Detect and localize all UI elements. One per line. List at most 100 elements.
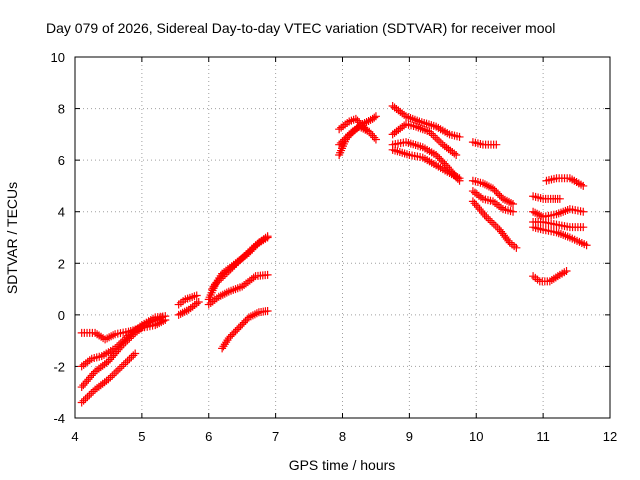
data-point [356,120,365,129]
data-point [204,300,213,309]
data-point [545,277,554,286]
data-point [250,310,259,319]
data-point [371,112,380,121]
data-point [429,131,438,140]
data-point [340,135,349,144]
data-point [125,334,134,343]
axis-ticks: 4 5 6 7 8 9 10 11 12 -4 -2 0 2 4 6 8 10 [51,50,618,444]
data-point [488,184,497,193]
data-point [83,357,92,366]
y-axis-label: SDTVAR / TECUs [4,182,20,294]
y-tick-label: 8 [58,102,65,117]
data-series-arc17 [388,145,464,183]
data-point [252,309,261,318]
data-point [102,358,111,367]
data-point [241,316,250,325]
data-point [116,343,125,352]
data-point [86,373,95,382]
data-point [362,117,371,126]
data-point [174,310,183,319]
data-series-arc27 [542,174,588,190]
data-point [432,150,441,159]
data-point [114,345,123,354]
data-point [579,207,588,216]
data-point [579,181,588,190]
data-point [106,355,115,364]
data-series-arc24 [529,218,588,232]
data-point [531,208,540,217]
data-point [499,194,507,203]
data-point [109,331,118,340]
data-point [182,306,191,315]
x-tick-label: 5 [138,429,145,444]
y-tick-label: 0 [58,308,65,323]
y-tick-label: 6 [58,153,65,168]
data-series-arc15 [388,120,461,159]
data-point [493,189,502,198]
x-tick-label: 4 [71,429,78,444]
data-point [117,341,126,350]
x-axis-label: GPS time / hours [289,457,396,473]
data-point [492,200,501,209]
data-point [480,210,489,219]
data-point [360,123,369,132]
data-point [547,276,556,285]
data-point [210,295,219,304]
data-point [102,376,111,385]
data-point [216,291,225,300]
data-point [219,342,228,351]
data-point [123,356,132,365]
x-tick-label: 7 [272,429,279,444]
data-point [105,333,114,342]
data-point [244,248,253,257]
data-point [87,371,96,380]
data-point [119,360,128,369]
data-point [236,322,245,331]
data-point [117,362,126,371]
data-point [115,364,124,373]
data-series-arc25 [529,223,591,250]
data-point [501,195,510,204]
data-point [222,338,231,347]
data-series-arc10 [218,306,272,353]
data-point [549,274,558,283]
grid [75,57,610,418]
data-point [478,209,487,218]
data-point [263,306,272,315]
data-point [157,313,166,322]
data-point [442,161,451,170]
data-point [101,335,110,344]
data-series-arc19 [468,176,518,208]
data-point [486,216,495,225]
data-point [431,133,440,142]
data-point [509,199,518,208]
chart-title: Day 079 of 2026, Sidereal Day-to-day VTE… [46,20,555,36]
data-series-arc23 [529,205,588,221]
data-point [445,169,454,178]
data-point [97,332,106,341]
data-point [184,305,193,314]
data-point [484,214,493,223]
data-point [83,393,92,402]
data-point [453,173,462,182]
data-point [504,236,513,245]
data-point [338,137,347,146]
x-tick-label: 9 [406,429,413,444]
x-tick-label: 11 [536,429,550,444]
data-point [263,233,272,242]
data-point [249,243,258,252]
data-point [455,174,464,183]
data-point [427,129,436,138]
data-point [104,375,113,384]
data-point [436,138,445,147]
data-point [449,171,458,180]
data-point [190,301,199,310]
data-point [109,351,118,360]
data-point [495,191,504,200]
data-point [79,360,88,369]
data-point [490,186,499,195]
data-series-arc14 [388,101,464,141]
data-point [533,209,542,218]
data-point [214,292,223,301]
